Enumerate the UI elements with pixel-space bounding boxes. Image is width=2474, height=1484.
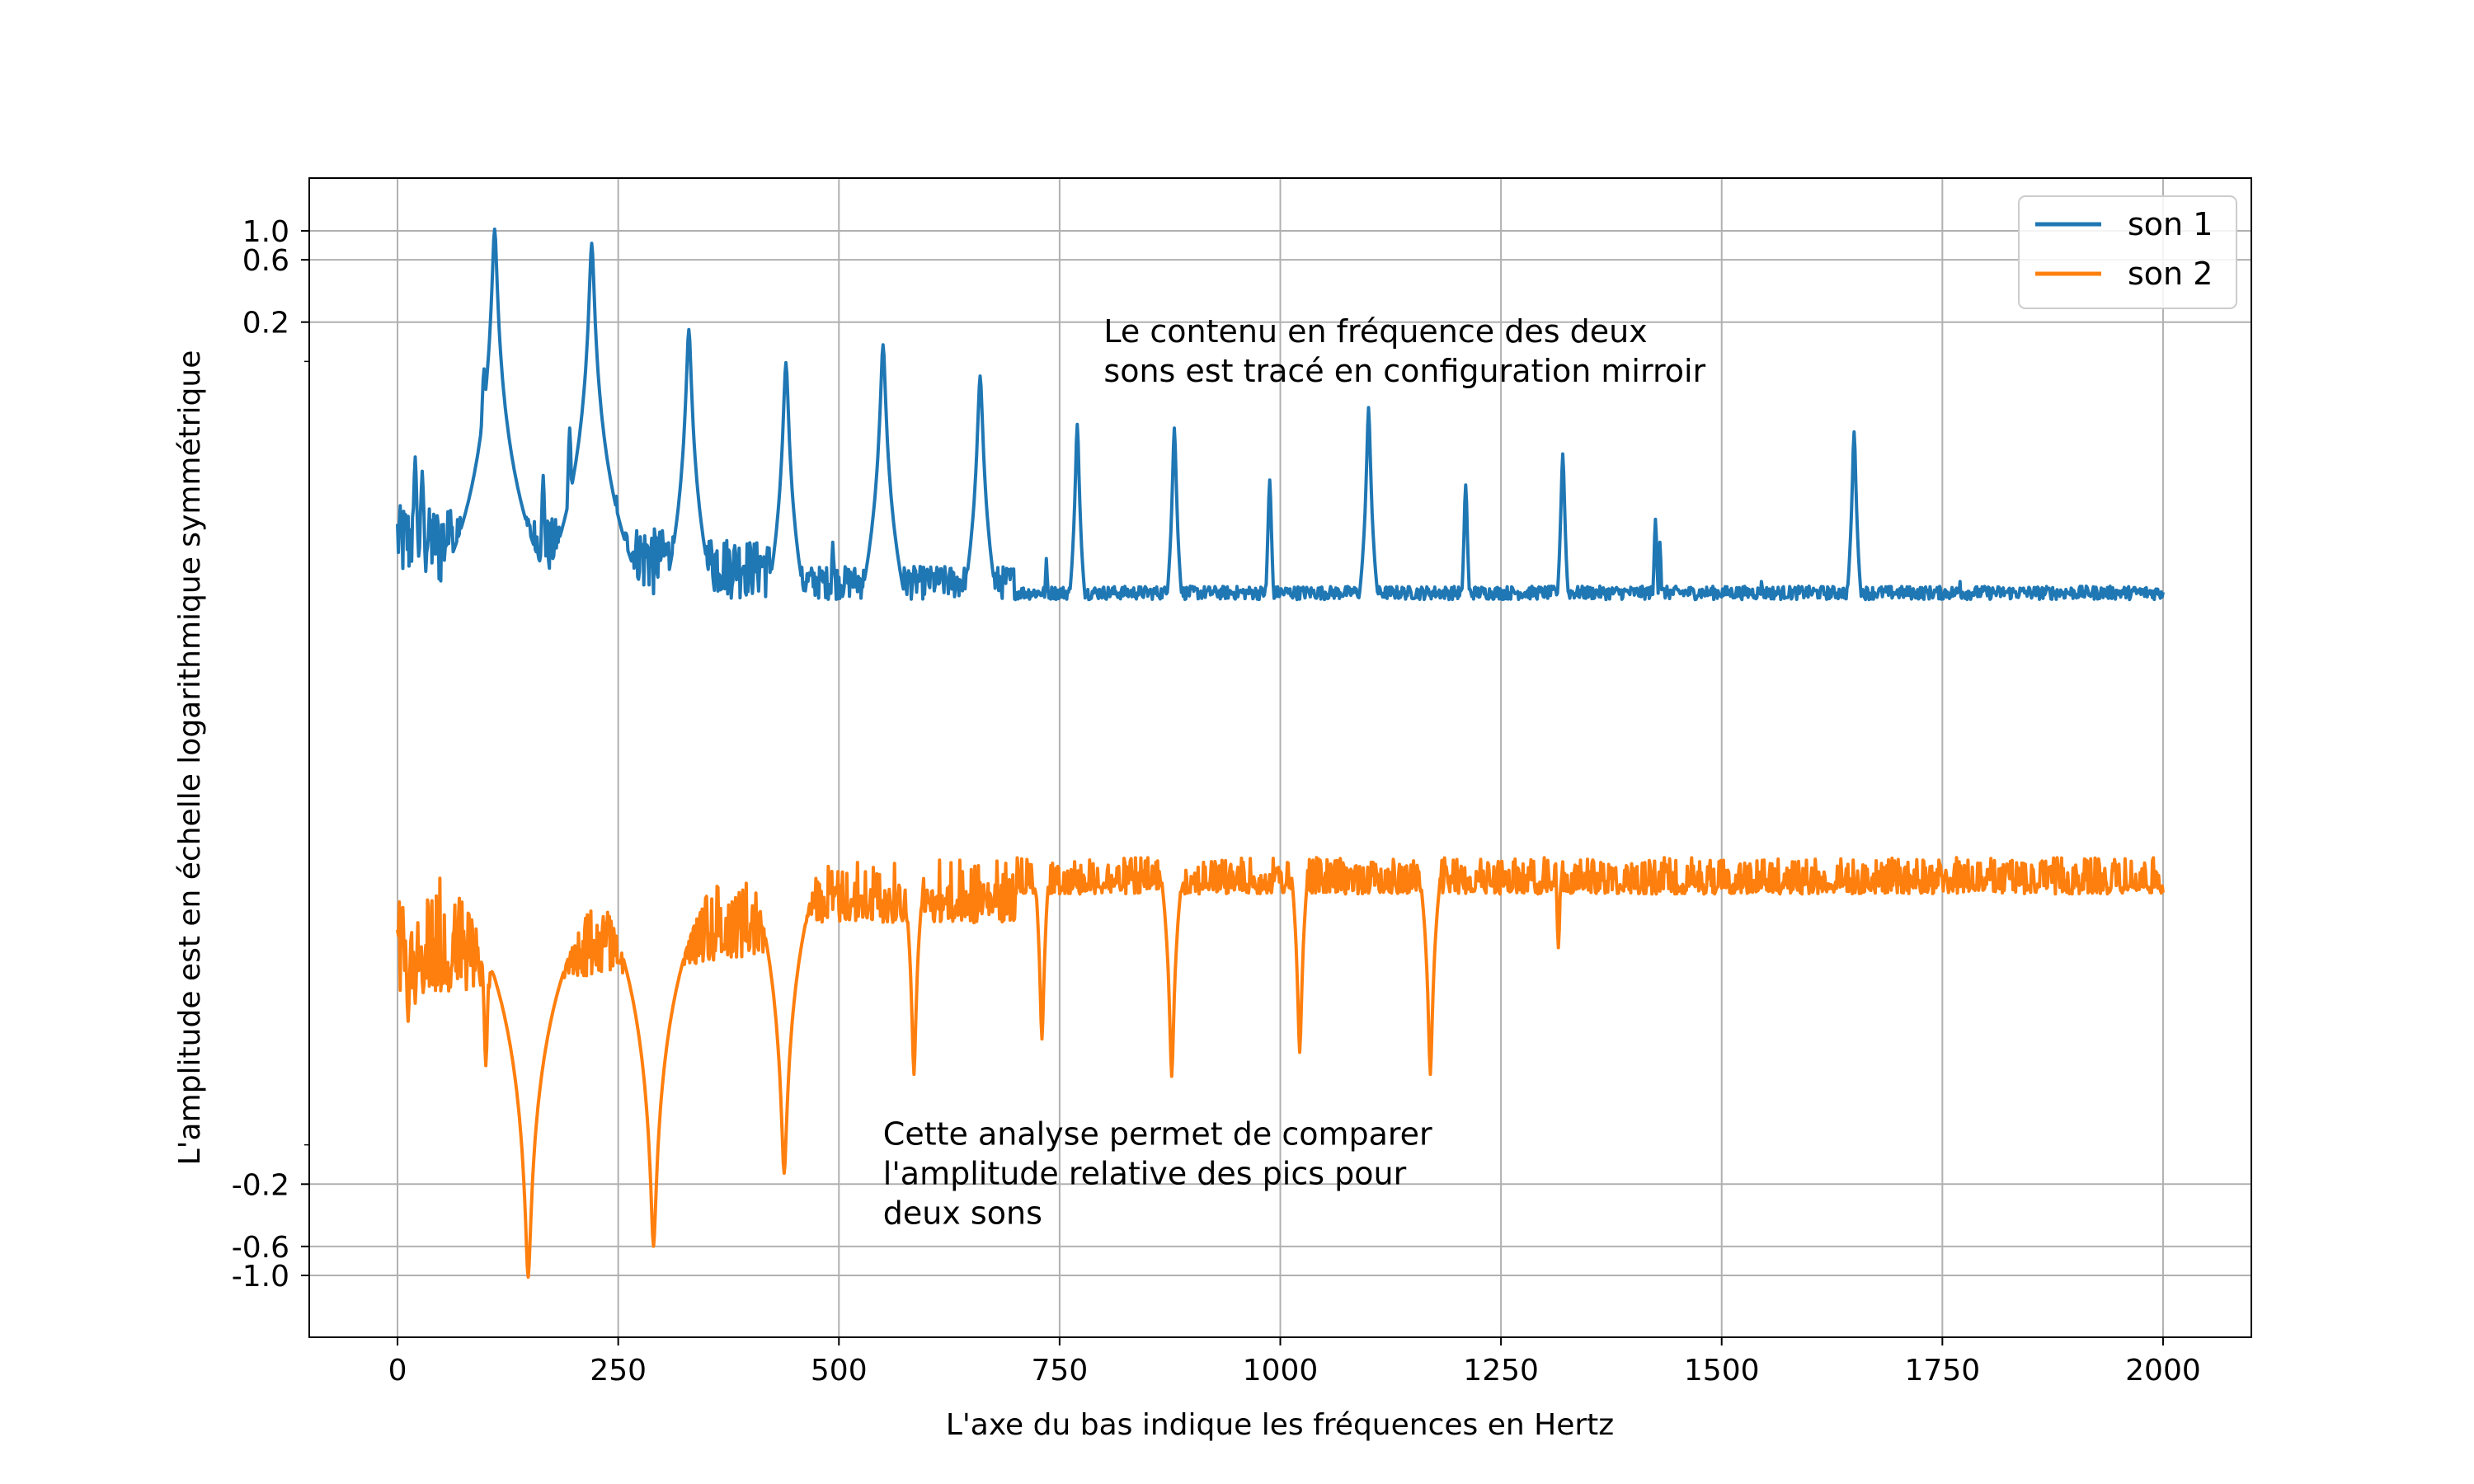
x-tick-label: 1500 [1684,1354,1760,1388]
x-tick-label: 500 [811,1354,868,1388]
x-axis-label: L'axe du bas indique les fréquences en H… [946,1408,1614,1442]
y-tick-label: -1.0 [232,1260,289,1294]
annotation-2-line: deux sons [883,1195,1042,1232]
legend-label-son1: son 1 [2128,206,2213,242]
x-tick-label: 1250 [1463,1354,1539,1388]
x-tick-label: 1000 [1243,1354,1319,1388]
x-tick-label: 1750 [1905,1354,1981,1388]
y-tick-label: -0.2 [232,1168,289,1202]
annotation-2-line: l'amplitude relative des pics pour [883,1156,1407,1192]
y-tick-label: 0.2 [242,307,289,340]
annotation-1-line: Le contenu en fréquence des deux [1103,313,1647,350]
annotation-1-line: sons est tracé en configuration mirroir [1103,353,1705,389]
annotation-2-line: Cette analyse permet de comparer [883,1116,1432,1153]
legend-label-son2: son 2 [2128,256,2213,292]
y-tick-label: 0.6 [242,244,289,278]
y-tick-label: 1.0 [242,215,289,249]
series-line-1 [396,228,2165,602]
x-tick-label: 2000 [2125,1354,2201,1388]
y-axis-ticks: 1.00.6 0.2 -0.2 -0.6-1.0 [232,215,309,1294]
series-lines [396,228,2165,1279]
series-line-2 [396,856,2165,1279]
x-tick-label: 0 [388,1354,407,1388]
y-axis-label: L'amplitude est en échelle logarithmique… [173,350,207,1166]
y-tick-label: -0.6 [232,1231,289,1265]
legend: son 1 son 2 [2018,195,2237,309]
x-tick-label: 250 [590,1354,647,1388]
x-tick-label: 750 [1032,1354,1089,1388]
x-axis-ticks: 0 250 500 750 1000 1250 1500 1750 2000 [388,1337,2201,1388]
grid [309,178,2251,1337]
